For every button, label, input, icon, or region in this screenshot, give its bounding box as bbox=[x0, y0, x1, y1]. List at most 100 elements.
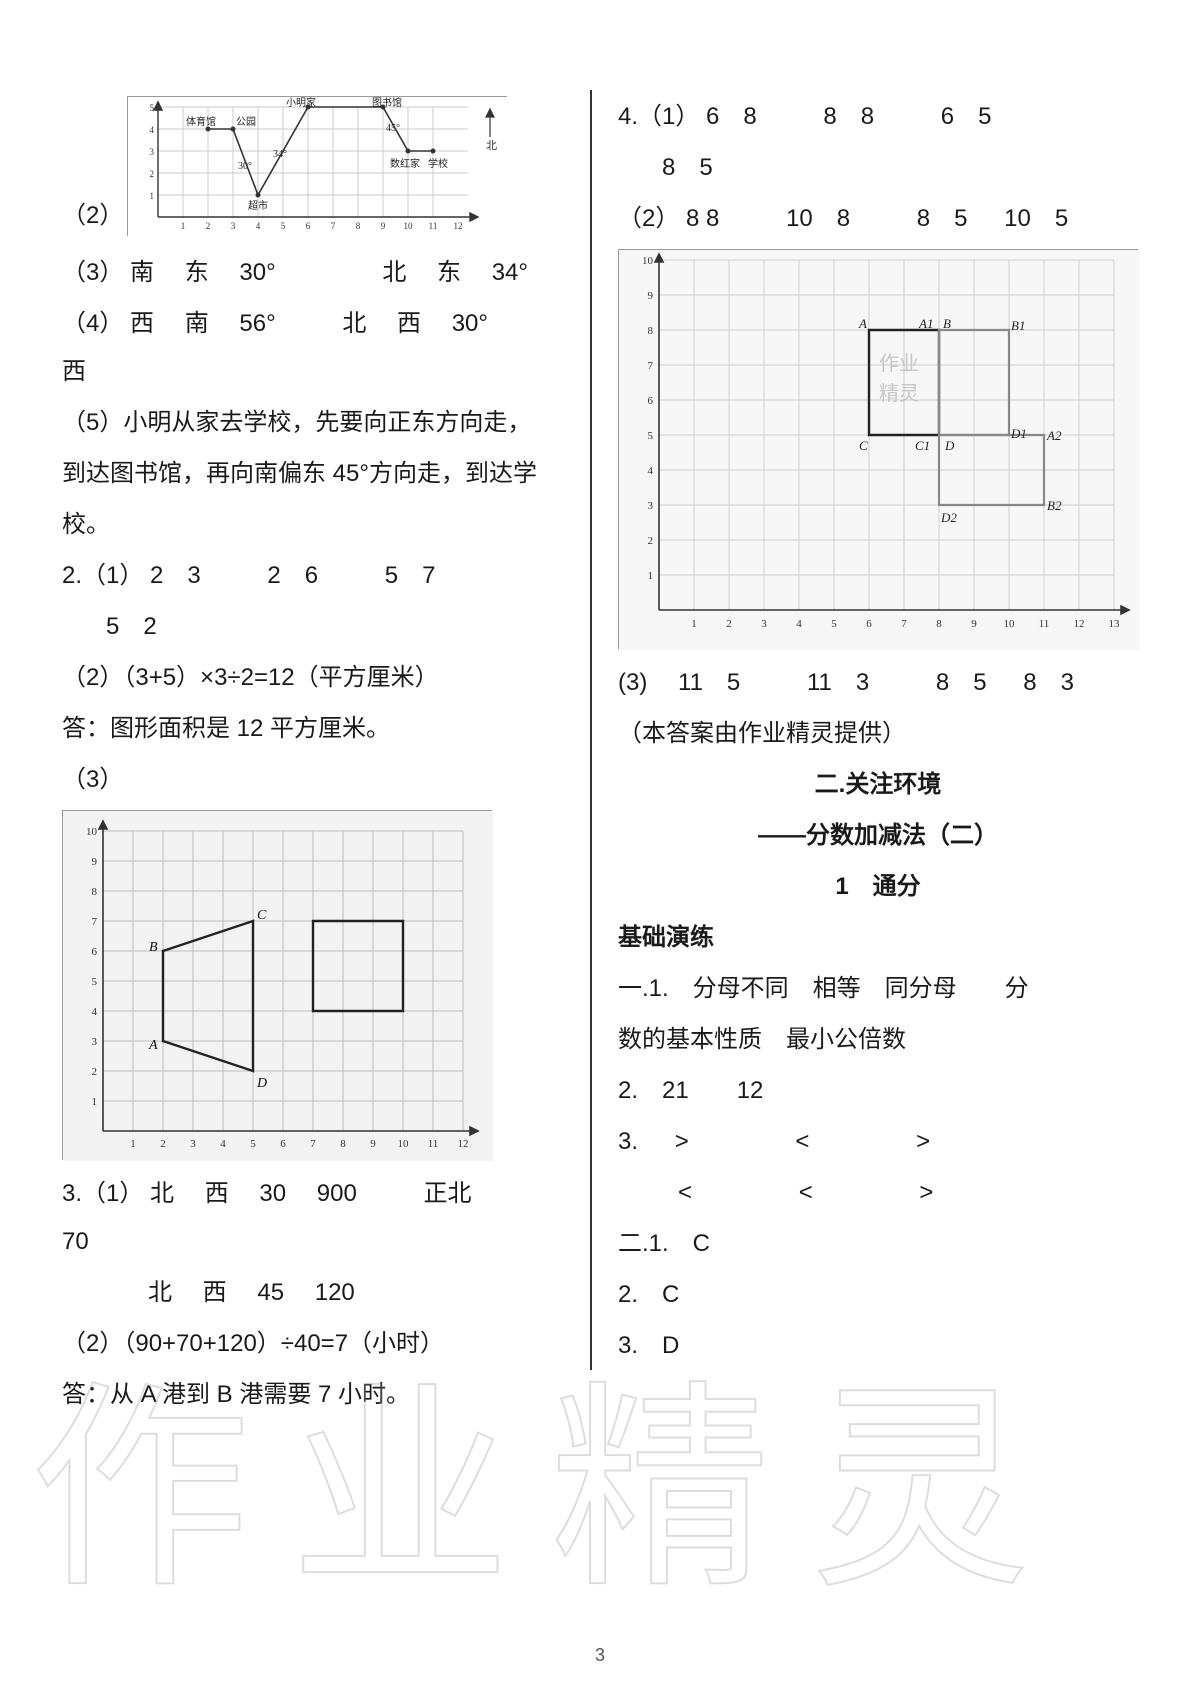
heading-3: 1 通分 bbox=[618, 863, 1138, 911]
q5-l1: （5）小明从家去学校，先要向正东方向走， bbox=[62, 399, 564, 447]
svg-text:3: 3 bbox=[92, 1036, 98, 1048]
svg-text:3: 3 bbox=[150, 147, 155, 157]
svg-text:5: 5 bbox=[281, 221, 286, 231]
page-number: 3 bbox=[595, 1645, 605, 1666]
svg-text:D: D bbox=[944, 438, 955, 453]
svg-text:A2: A2 bbox=[1046, 428, 1062, 443]
svg-text:9: 9 bbox=[92, 856, 98, 868]
svg-text:公园: 公园 bbox=[236, 116, 256, 128]
svg-text:9: 9 bbox=[381, 221, 386, 231]
svg-text:B2: B2 bbox=[1047, 498, 1062, 513]
svg-text:12: 12 bbox=[458, 1138, 469, 1150]
svg-text:4: 4 bbox=[220, 1138, 226, 1150]
svg-text:1: 1 bbox=[92, 1096, 98, 1108]
svg-text:3: 3 bbox=[231, 221, 236, 231]
q3-1b: 北 西 45 120 bbox=[62, 1269, 564, 1317]
svg-text:学校: 学校 bbox=[428, 157, 448, 170]
svg-text:11: 11 bbox=[1039, 618, 1050, 630]
svg-text:超市: 超市 bbox=[248, 199, 268, 212]
svg-text:7: 7 bbox=[648, 360, 654, 372]
left-column: （2） bbox=[50, 90, 584, 1666]
svg-text:11: 11 bbox=[429, 221, 438, 231]
svg-text:11: 11 bbox=[428, 1138, 439, 1150]
svg-text:精灵: 精灵 bbox=[879, 382, 919, 405]
basics-title: 基础演练 bbox=[618, 914, 1138, 962]
svg-text:2: 2 bbox=[648, 535, 654, 547]
b1a: 一.1. 分母不同 相等 同分母 分 bbox=[618, 965, 1138, 1013]
heading-2a: 二.关注环境 bbox=[618, 761, 1138, 809]
c3: 3. D bbox=[618, 1322, 1138, 1370]
svg-text:7: 7 bbox=[92, 916, 98, 928]
svg-text:12: 12 bbox=[454, 221, 463, 231]
svg-text:10: 10 bbox=[404, 221, 414, 231]
svg-text:D2: D2 bbox=[940, 510, 957, 525]
svg-text:A: A bbox=[858, 316, 867, 331]
svg-text:D1: D1 bbox=[1010, 426, 1027, 441]
svg-text:13: 13 bbox=[1109, 618, 1121, 630]
svg-text:图书馆: 图书馆 bbox=[372, 97, 402, 109]
svg-text:2: 2 bbox=[206, 221, 211, 231]
column-divider bbox=[590, 90, 592, 1370]
b1b: 数的基本性质 最小公倍数 bbox=[618, 1016, 1138, 1064]
right-column: 4.（1） 6 8 8 8 6 5 8 5 （2） 8 8 10 8 8 5 1… bbox=[598, 90, 1150, 1666]
svg-text:10: 10 bbox=[1004, 618, 1016, 630]
svg-text:B1: B1 bbox=[1011, 318, 1025, 333]
svg-text:12: 12 bbox=[1074, 618, 1085, 630]
svg-text:3: 3 bbox=[648, 500, 654, 512]
svg-text:小明家: 小明家 bbox=[286, 97, 316, 109]
credit: （本答案由作业精灵提供） bbox=[618, 710, 1138, 758]
r-q4-1b: 8 5 bbox=[618, 144, 1138, 192]
svg-text:10: 10 bbox=[398, 1138, 410, 1150]
svg-text:7: 7 bbox=[331, 221, 336, 231]
q2-3: （3） bbox=[62, 756, 564, 804]
svg-text:34°: 34° bbox=[273, 149, 287, 160]
svg-text:2: 2 bbox=[160, 1138, 166, 1150]
svg-text:4: 4 bbox=[150, 125, 155, 135]
page-root: （2） bbox=[0, 0, 1200, 1696]
svg-text:3: 3 bbox=[190, 1138, 196, 1150]
svg-text:B: B bbox=[149, 940, 158, 955]
svg-text:1: 1 bbox=[691, 618, 697, 630]
svg-text:6: 6 bbox=[866, 618, 872, 630]
heading-2b: ——分数加减法（二） bbox=[618, 812, 1138, 860]
q5-l3: 校。 bbox=[62, 501, 564, 549]
svg-text:数红家: 数红家 bbox=[390, 157, 420, 170]
svg-text:6: 6 bbox=[648, 395, 654, 407]
svg-text:45°: 45° bbox=[386, 123, 400, 134]
svg-text:4: 4 bbox=[796, 618, 802, 630]
svg-text:5: 5 bbox=[150, 103, 155, 113]
q5-l2: 到达图书馆，再向南偏东 45°方向走，到达学 bbox=[62, 450, 564, 498]
svg-text:1: 1 bbox=[130, 1138, 136, 1150]
q3-2: （2）（90+70+120）÷40=7（小时） bbox=[62, 1320, 564, 1368]
svg-text:7: 7 bbox=[901, 618, 907, 630]
svg-text:10: 10 bbox=[86, 826, 98, 838]
svg-text:9: 9 bbox=[370, 1138, 376, 1150]
svg-text:D: D bbox=[256, 1076, 267, 1091]
q3-1a: 3.（1） 北 西 30 900 正北 70 bbox=[62, 1170, 564, 1266]
b3b: < < > bbox=[618, 1169, 1138, 1217]
b2: 2. 21 12 bbox=[618, 1067, 1138, 1115]
q3-2b: 答：从 A 港到 B 港需要 7 小时。 bbox=[62, 1371, 564, 1419]
b3a: 3. > < > bbox=[618, 1118, 1138, 1166]
svg-text:6: 6 bbox=[306, 221, 311, 231]
c2: 2. C bbox=[618, 1271, 1138, 1319]
svg-text:8: 8 bbox=[340, 1138, 346, 1150]
svg-text:5: 5 bbox=[831, 618, 837, 630]
svg-text:5: 5 bbox=[648, 430, 654, 442]
svg-text:作业: 作业 bbox=[879, 352, 919, 375]
svg-text:A: A bbox=[148, 1038, 158, 1053]
svg-text:1: 1 bbox=[648, 570, 654, 582]
q2-2: （2）（3+5）×3÷2=12（平方厘米） bbox=[62, 654, 564, 702]
svg-text:4: 4 bbox=[92, 1006, 98, 1018]
r-q4-3: (3) 11 5 11 3 8 5 8 3 bbox=[618, 659, 1138, 707]
svg-text:9: 9 bbox=[648, 290, 654, 302]
svg-text:5: 5 bbox=[250, 1138, 256, 1150]
svg-text:5: 5 bbox=[92, 976, 98, 988]
svg-text:7: 7 bbox=[310, 1138, 316, 1150]
r-q4-1: 4.（1） 6 8 8 8 6 5 bbox=[618, 93, 1138, 141]
svg-text:6: 6 bbox=[280, 1138, 286, 1150]
svg-text:2: 2 bbox=[150, 169, 155, 179]
c1: 二.1. C bbox=[618, 1220, 1138, 1268]
svg-text:体育馆: 体育馆 bbox=[186, 115, 216, 128]
svg-text:B: B bbox=[943, 316, 951, 331]
